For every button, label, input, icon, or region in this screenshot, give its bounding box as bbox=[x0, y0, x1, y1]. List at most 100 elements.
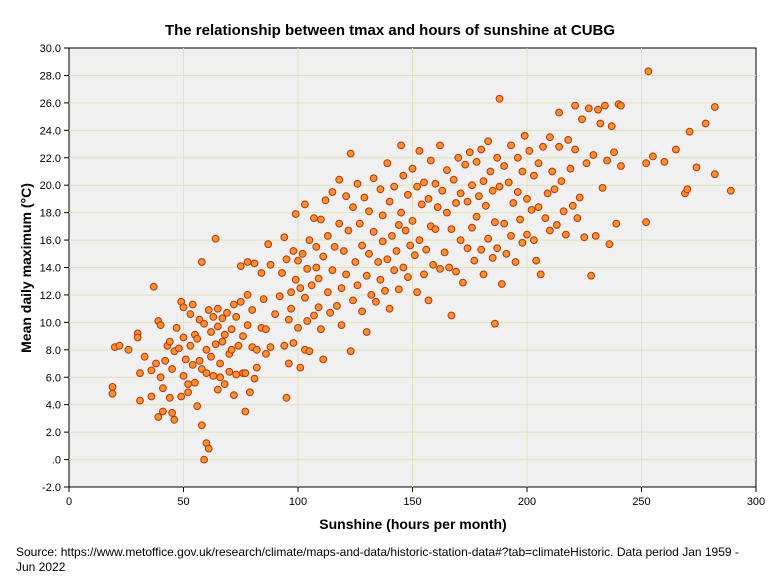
data-point bbox=[305, 236, 314, 245]
y-tick-label: 12.0 bbox=[40, 290, 61, 302]
data-point bbox=[413, 182, 422, 191]
data-point bbox=[149, 282, 158, 291]
source-note: Source: https://www.metoffice.gov.uk/res… bbox=[16, 545, 739, 574]
data-point bbox=[424, 195, 433, 203]
chart-title: The relationship between tmax and hours … bbox=[165, 22, 615, 39]
data-point bbox=[511, 258, 520, 266]
data-point bbox=[213, 385, 222, 394]
data-point bbox=[484, 137, 493, 146]
data-point bbox=[660, 158, 669, 166]
data-point bbox=[307, 281, 316, 290]
data-point bbox=[399, 171, 408, 180]
data-point bbox=[326, 308, 335, 317]
x-tick-label: 50 bbox=[177, 496, 189, 508]
data-point bbox=[303, 317, 312, 325]
data-point bbox=[328, 188, 337, 196]
data-point bbox=[362, 328, 371, 336]
data-point bbox=[159, 384, 167, 393]
data-point bbox=[564, 136, 573, 144]
data-point bbox=[426, 156, 435, 165]
data-point bbox=[353, 281, 362, 290]
data-point bbox=[344, 226, 353, 235]
axis-ticks: 0 50 100 150 200 250 300 -2.0 .0 2.0 4.0 6.0 8.0 10.0… bbox=[40, 43, 766, 508]
data-point bbox=[617, 101, 625, 110]
data-point bbox=[289, 247, 298, 255]
data-point bbox=[447, 225, 456, 234]
x-tick-label: 250 bbox=[632, 496, 650, 508]
data-point bbox=[230, 391, 238, 400]
data-point bbox=[239, 332, 247, 341]
data-point bbox=[557, 177, 566, 186]
data-point bbox=[488, 254, 497, 262]
data-point bbox=[280, 341, 289, 350]
data-point bbox=[287, 304, 296, 313]
data-point bbox=[188, 300, 197, 309]
data-point bbox=[337, 321, 346, 330]
data-point bbox=[342, 270, 351, 279]
data-point bbox=[358, 307, 367, 316]
y-tick-label: 10.0 bbox=[40, 317, 61, 329]
data-point bbox=[488, 186, 497, 195]
data-point bbox=[546, 133, 554, 142]
data-point bbox=[475, 192, 483, 201]
data-point bbox=[513, 153, 522, 162]
data-point bbox=[204, 444, 213, 453]
data-point bbox=[296, 284, 305, 293]
data-point bbox=[349, 296, 357, 305]
data-point bbox=[349, 203, 357, 212]
data-point bbox=[555, 142, 563, 151]
data-point bbox=[493, 153, 502, 162]
data-point bbox=[452, 199, 460, 207]
data-point bbox=[392, 247, 401, 255]
data-point bbox=[525, 147, 534, 155]
data-point bbox=[252, 345, 261, 354]
data-point bbox=[181, 355, 190, 364]
data-point bbox=[479, 177, 488, 186]
data-point bbox=[685, 127, 694, 136]
data-point bbox=[571, 145, 579, 154]
data-point bbox=[355, 219, 364, 228]
data-point bbox=[481, 201, 490, 210]
data-point bbox=[578, 115, 586, 124]
data-point bbox=[530, 236, 538, 245]
data-point bbox=[204, 306, 213, 314]
data-point bbox=[415, 236, 424, 245]
data-point bbox=[383, 159, 392, 168]
data-point bbox=[378, 237, 387, 246]
data-point bbox=[170, 415, 179, 424]
data-point bbox=[523, 230, 531, 239]
data-point bbox=[509, 199, 518, 207]
data-point bbox=[404, 190, 412, 199]
data-point bbox=[502, 249, 511, 258]
data-point bbox=[168, 409, 177, 417]
y-axis-label: Mean daily maximum (°C) bbox=[18, 183, 34, 353]
data-point bbox=[323, 232, 332, 240]
data-point bbox=[601, 101, 609, 110]
data-point bbox=[211, 234, 220, 243]
data-point bbox=[266, 260, 275, 269]
data-point bbox=[312, 243, 321, 251]
data-point bbox=[184, 388, 193, 397]
data-point bbox=[168, 365, 177, 373]
data-point bbox=[449, 175, 458, 184]
data-point bbox=[177, 392, 186, 401]
data-point bbox=[200, 319, 209, 328]
data-point bbox=[587, 271, 595, 280]
y-tick-label: 18.0 bbox=[40, 208, 61, 220]
data-point bbox=[470, 256, 479, 265]
data-point bbox=[534, 159, 543, 168]
data-point bbox=[410, 251, 419, 260]
data-point bbox=[241, 407, 250, 416]
data-point bbox=[603, 156, 611, 165]
data-point bbox=[218, 337, 227, 346]
y-tick-label: 30.0 bbox=[40, 43, 61, 55]
data-point bbox=[642, 218, 650, 227]
data-point bbox=[390, 182, 399, 191]
data-point bbox=[617, 162, 625, 170]
data-point bbox=[497, 280, 506, 288]
data-point bbox=[440, 248, 449, 257]
data-point bbox=[193, 402, 202, 411]
data-point bbox=[296, 363, 305, 372]
data-point bbox=[328, 266, 337, 275]
data-point bbox=[211, 340, 220, 349]
